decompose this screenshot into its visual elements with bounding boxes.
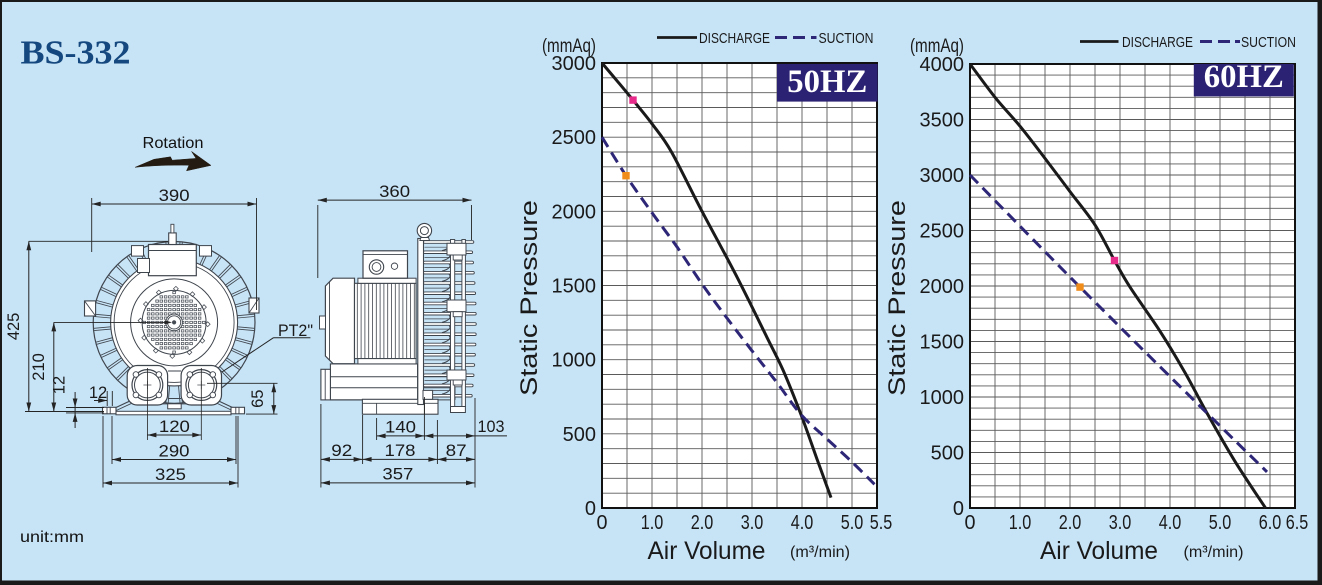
svg-text:DISCHARGE: DISCHARGE bbox=[699, 31, 770, 47]
svg-text:290: 290 bbox=[159, 441, 190, 460]
svg-text:SUCTION: SUCTION bbox=[819, 31, 874, 47]
svg-text:2500: 2500 bbox=[920, 221, 965, 243]
svg-text:5.5: 5.5 bbox=[870, 512, 893, 534]
svg-text:SUCTION: SUCTION bbox=[1241, 35, 1296, 51]
svg-text:3500: 3500 bbox=[920, 110, 965, 132]
svg-text:1000: 1000 bbox=[552, 350, 597, 372]
svg-text:120: 120 bbox=[159, 417, 190, 436]
svg-text:0: 0 bbox=[585, 498, 596, 520]
svg-text:PT2": PT2" bbox=[278, 322, 313, 340]
svg-text:DISCHARGE: DISCHARGE bbox=[1122, 35, 1193, 51]
svg-text:4.0: 4.0 bbox=[1159, 512, 1182, 534]
svg-text:140: 140 bbox=[385, 418, 416, 437]
svg-text:425: 425 bbox=[5, 313, 23, 341]
svg-text:BS-332: BS-332 bbox=[21, 35, 131, 72]
svg-text:1500: 1500 bbox=[552, 276, 597, 298]
svg-text:5.0: 5.0 bbox=[841, 512, 864, 534]
svg-text:103: 103 bbox=[478, 417, 505, 436]
svg-text:3000: 3000 bbox=[920, 165, 965, 187]
svg-text:12: 12 bbox=[89, 384, 107, 402]
svg-text:210: 210 bbox=[30, 353, 48, 381]
svg-text:0: 0 bbox=[597, 512, 608, 534]
svg-text:1000: 1000 bbox=[920, 387, 965, 409]
svg-text:Static Pressure: Static Pressure bbox=[516, 200, 543, 396]
svg-text:3.0: 3.0 bbox=[741, 512, 764, 534]
svg-text:12: 12 bbox=[51, 376, 69, 394]
svg-text:390: 390 bbox=[159, 186, 190, 205]
svg-text:500: 500 bbox=[563, 424, 596, 446]
svg-text:360: 360 bbox=[379, 182, 410, 201]
svg-text:65: 65 bbox=[249, 390, 267, 408]
svg-text:60HZ: 60HZ bbox=[1204, 59, 1284, 95]
svg-text:2000: 2000 bbox=[920, 276, 965, 298]
svg-text:2.0: 2.0 bbox=[691, 512, 714, 534]
svg-text:87: 87 bbox=[446, 441, 467, 460]
svg-text:unit:mm: unit:mm bbox=[20, 529, 84, 546]
svg-text:92: 92 bbox=[331, 441, 352, 460]
svg-text:1.0: 1.0 bbox=[641, 512, 664, 534]
svg-text:(mmAq): (mmAq) bbox=[542, 36, 596, 57]
svg-text:178: 178 bbox=[385, 441, 416, 460]
svg-text:1500: 1500 bbox=[920, 332, 965, 354]
svg-text:2500: 2500 bbox=[552, 127, 597, 149]
svg-text:3.0: 3.0 bbox=[1109, 512, 1132, 534]
svg-text:325: 325 bbox=[155, 465, 186, 484]
svg-text:Air Volume: Air Volume bbox=[648, 537, 766, 565]
svg-text:(mmAq): (mmAq) bbox=[910, 36, 964, 57]
svg-text:(m³/min): (m³/min) bbox=[1184, 544, 1244, 561]
svg-text:6.0: 6.0 bbox=[1259, 512, 1282, 534]
svg-text:5.0: 5.0 bbox=[1209, 512, 1232, 534]
svg-text:357: 357 bbox=[382, 465, 413, 484]
svg-text:4.0: 4.0 bbox=[791, 512, 814, 534]
svg-text:1.0: 1.0 bbox=[1009, 512, 1032, 534]
svg-text:6.5: 6.5 bbox=[1286, 512, 1309, 534]
svg-text:2.0: 2.0 bbox=[1059, 512, 1082, 534]
svg-text:Static Pressure: Static Pressure bbox=[884, 200, 911, 396]
svg-text:4000: 4000 bbox=[920, 54, 965, 76]
svg-text:(m³/min): (m³/min) bbox=[790, 544, 850, 561]
svg-text:0: 0 bbox=[953, 498, 964, 520]
svg-text:2000: 2000 bbox=[552, 201, 597, 223]
svg-text:0: 0 bbox=[965, 512, 976, 534]
svg-text:50HZ: 50HZ bbox=[787, 64, 867, 100]
svg-text:500: 500 bbox=[931, 443, 964, 465]
svg-text:3000: 3000 bbox=[552, 53, 597, 75]
svg-text:Air Volume: Air Volume bbox=[1040, 537, 1158, 565]
svg-text:Rotation: Rotation bbox=[143, 135, 204, 152]
